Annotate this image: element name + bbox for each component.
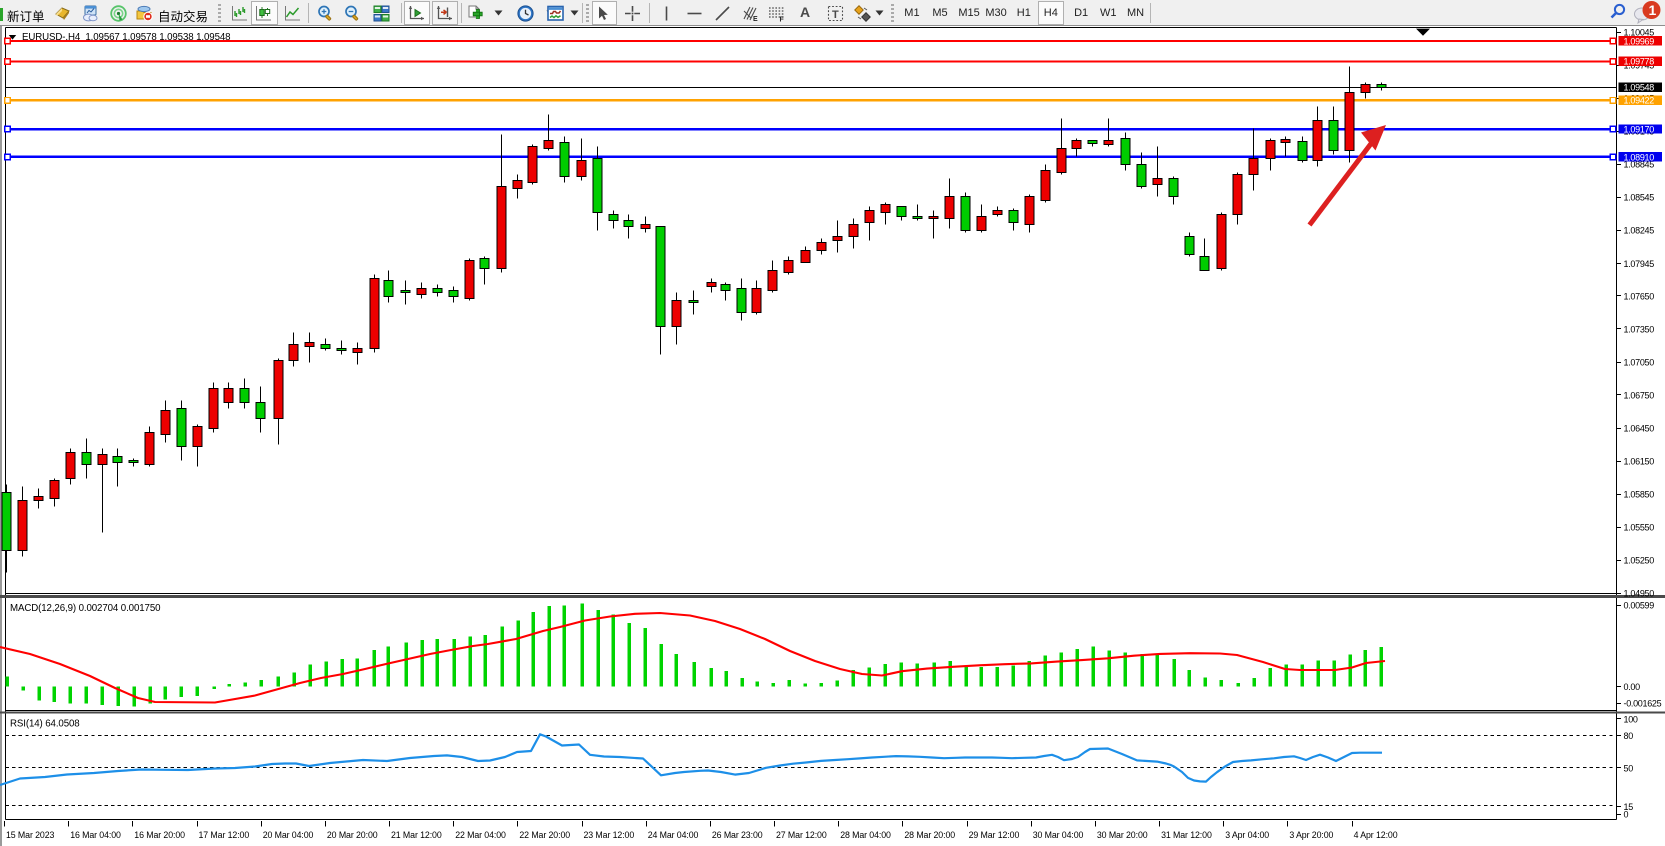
svg-text:1.07650: 1.07650 bbox=[1624, 291, 1655, 301]
svg-text:80: 80 bbox=[1624, 731, 1634, 741]
svg-text:27 Mar 12:00: 27 Mar 12:00 bbox=[776, 830, 827, 840]
svg-text:21 Mar 12:00: 21 Mar 12:00 bbox=[391, 830, 442, 840]
svg-text:F: F bbox=[780, 17, 785, 24]
svg-text:1.08910: 1.08910 bbox=[1624, 152, 1655, 162]
svg-text:1.08845: 1.08845 bbox=[1624, 160, 1655, 170]
svg-text:28 Mar 20:00: 28 Mar 20:00 bbox=[904, 830, 955, 840]
svg-text:16 Mar 20:00: 16 Mar 20:00 bbox=[134, 830, 185, 840]
svg-text:1.05850: 1.05850 bbox=[1624, 490, 1655, 500]
svg-text:16 Mar 04:00: 16 Mar 04:00 bbox=[70, 830, 121, 840]
svg-text:29 Mar 12:00: 29 Mar 12:00 bbox=[969, 830, 1020, 840]
svg-text:50: 50 bbox=[1624, 763, 1634, 773]
svg-text:22 Mar 20:00: 22 Mar 20:00 bbox=[519, 830, 570, 840]
svg-text:17 Mar 12:00: 17 Mar 12:00 bbox=[199, 830, 250, 840]
svg-text:0: 0 bbox=[1624, 810, 1629, 820]
svg-text:30 Mar 04:00: 30 Mar 04:00 bbox=[1033, 830, 1084, 840]
svg-text:1.05250: 1.05250 bbox=[1624, 556, 1655, 566]
svg-text:EURUSD-.H4 1.09567 1.09578 1.: EURUSD-.H4 1.09567 1.09578 1.09538 1.095… bbox=[22, 32, 230, 43]
svg-text:20 Mar 20:00: 20 Mar 20:00 bbox=[327, 830, 378, 840]
svg-text:1.08545: 1.08545 bbox=[1624, 193, 1655, 203]
svg-text:T: T bbox=[832, 9, 839, 21]
svg-text:0.00599: 0.00599 bbox=[1624, 601, 1655, 611]
svg-text:1.04950: 1.04950 bbox=[1624, 589, 1655, 599]
svg-text:22 Mar 04:00: 22 Mar 04:00 bbox=[455, 830, 506, 840]
svg-text:1.06150: 1.06150 bbox=[1624, 457, 1655, 467]
svg-text:30 Mar 20:00: 30 Mar 20:00 bbox=[1097, 830, 1148, 840]
svg-text:RSI(14) 64.0508: RSI(14) 64.0508 bbox=[10, 719, 80, 730]
svg-text:1.06450: 1.06450 bbox=[1624, 424, 1655, 434]
svg-text:-0.001625: -0.001625 bbox=[1624, 699, 1662, 709]
svg-text:23 Mar 12:00: 23 Mar 12:00 bbox=[584, 830, 635, 840]
svg-text:E: E bbox=[753, 16, 758, 23]
svg-text:1.10045: 1.10045 bbox=[1624, 28, 1655, 38]
svg-text:15: 15 bbox=[1624, 802, 1634, 812]
svg-text:0.00: 0.00 bbox=[1624, 682, 1641, 692]
svg-text:15 Mar 2023: 15 Mar 2023 bbox=[6, 830, 54, 840]
svg-text:100: 100 bbox=[1624, 714, 1638, 724]
svg-text:1.07050: 1.07050 bbox=[1624, 357, 1655, 367]
svg-text:MACD(12,26,9) 0.002704 0.00175: MACD(12,26,9) 0.002704 0.001750 bbox=[10, 603, 161, 614]
svg-text:1.08245: 1.08245 bbox=[1624, 226, 1655, 236]
svg-text:3 Apr 04:00: 3 Apr 04:00 bbox=[1225, 830, 1269, 840]
svg-text:1.05550: 1.05550 bbox=[1624, 523, 1655, 533]
svg-text:1.09422: 1.09422 bbox=[1624, 96, 1655, 106]
svg-text:26 Mar 23:00: 26 Mar 23:00 bbox=[712, 830, 763, 840]
svg-text:24 Mar 04:00: 24 Mar 04:00 bbox=[648, 830, 699, 840]
svg-text:1.09170: 1.09170 bbox=[1624, 124, 1655, 134]
svg-text:1.07945: 1.07945 bbox=[1624, 259, 1655, 269]
svg-text:1.09969: 1.09969 bbox=[1624, 36, 1655, 46]
svg-text:1.07350: 1.07350 bbox=[1624, 324, 1655, 334]
svg-text:31 Mar 12:00: 31 Mar 12:00 bbox=[1161, 830, 1212, 840]
svg-text:28 Mar 04:00: 28 Mar 04:00 bbox=[840, 830, 891, 840]
svg-text:1.09778: 1.09778 bbox=[1624, 57, 1655, 67]
svg-text:3 Apr 20:00: 3 Apr 20:00 bbox=[1289, 830, 1333, 840]
svg-text:4 Apr 12:00: 4 Apr 12:00 bbox=[1354, 830, 1398, 840]
svg-text:1.09548: 1.09548 bbox=[1624, 83, 1655, 93]
svg-text:1: 1 bbox=[1649, 2, 1657, 18]
svg-text:20 Mar 04:00: 20 Mar 04:00 bbox=[263, 830, 314, 840]
svg-text:1.06750: 1.06750 bbox=[1624, 390, 1655, 400]
